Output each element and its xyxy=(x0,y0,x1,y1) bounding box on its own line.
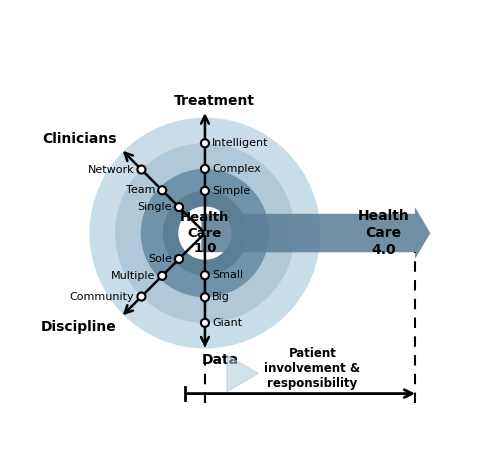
Circle shape xyxy=(175,203,183,211)
Circle shape xyxy=(201,319,209,327)
Text: Community: Community xyxy=(70,291,134,301)
Text: Network: Network xyxy=(88,165,134,175)
Text: Discipline: Discipline xyxy=(40,320,117,334)
Text: Health
Care
4.0: Health Care 4.0 xyxy=(358,209,410,257)
Circle shape xyxy=(201,139,209,147)
Text: Multiple: Multiple xyxy=(111,271,155,281)
Circle shape xyxy=(175,255,183,263)
Circle shape xyxy=(138,166,145,174)
Text: Complex: Complex xyxy=(212,164,260,174)
Text: Health
Care
1.0: Health Care 1.0 xyxy=(180,211,230,255)
Text: Data: Data xyxy=(202,353,239,367)
Text: Team: Team xyxy=(126,185,155,195)
Circle shape xyxy=(158,186,166,194)
Circle shape xyxy=(138,293,145,300)
Circle shape xyxy=(201,271,209,279)
Polygon shape xyxy=(202,207,430,259)
Circle shape xyxy=(115,143,294,323)
Text: Treatment: Treatment xyxy=(174,94,254,109)
Text: Clinicians: Clinicians xyxy=(42,132,117,146)
Circle shape xyxy=(158,272,166,280)
Text: Single: Single xyxy=(138,202,172,212)
Circle shape xyxy=(201,293,209,301)
Polygon shape xyxy=(227,355,258,392)
Text: Intelligent: Intelligent xyxy=(212,138,268,148)
Text: Giant: Giant xyxy=(212,318,242,328)
Circle shape xyxy=(201,187,209,195)
Text: Sole: Sole xyxy=(148,254,172,264)
Circle shape xyxy=(181,209,229,257)
Text: Simple: Simple xyxy=(212,186,250,196)
Circle shape xyxy=(201,165,209,173)
Text: Big: Big xyxy=(212,292,230,302)
Circle shape xyxy=(163,191,247,275)
Circle shape xyxy=(90,118,320,348)
Circle shape xyxy=(141,169,269,297)
Text: Small: Small xyxy=(212,270,243,280)
Text: Patient
involvement &
responsibility: Patient involvement & responsibility xyxy=(264,347,360,390)
